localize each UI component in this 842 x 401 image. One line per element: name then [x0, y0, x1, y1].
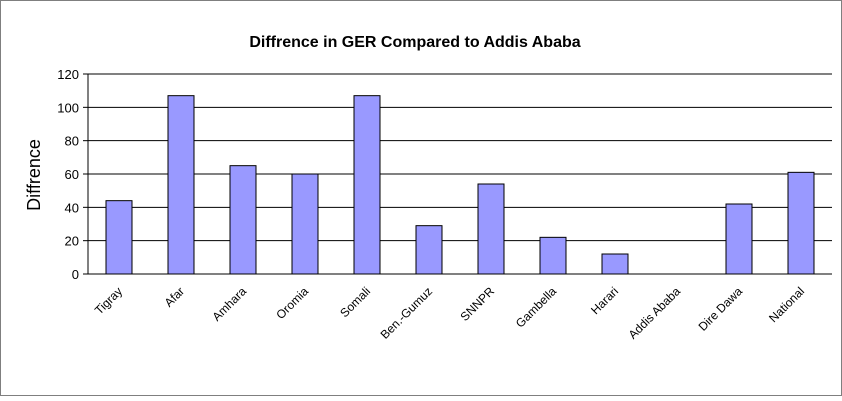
- bar: [539, 236, 567, 275]
- y-tick-label: 120: [57, 67, 79, 82]
- bar: [105, 200, 133, 275]
- y-tick-label: 20: [65, 234, 79, 249]
- bar: [601, 253, 629, 275]
- axes: [87, 74, 832, 275]
- y-axis-label: Diffrence: [24, 139, 44, 211]
- bar: [291, 173, 319, 275]
- bars: [105, 95, 815, 275]
- y-tick-label: 0: [72, 267, 79, 282]
- y-tick-label: 60: [65, 167, 79, 182]
- bar: [229, 165, 257, 275]
- y-tick-label: 40: [65, 200, 79, 215]
- bar: [725, 203, 753, 275]
- gridlines: [88, 73, 832, 242]
- y-axis-ticks: 0 20 40 60 80 100 120: [57, 67, 88, 282]
- bar: [415, 225, 443, 275]
- bar: [787, 171, 815, 275]
- y-tick-label: 100: [57, 100, 79, 115]
- chart-title: Diffrence in GER Compared to Addis Ababa: [249, 34, 580, 51]
- bar: [353, 95, 381, 275]
- y-tick-label: 80: [65, 134, 79, 149]
- bar: [167, 95, 195, 275]
- bar: [477, 183, 505, 275]
